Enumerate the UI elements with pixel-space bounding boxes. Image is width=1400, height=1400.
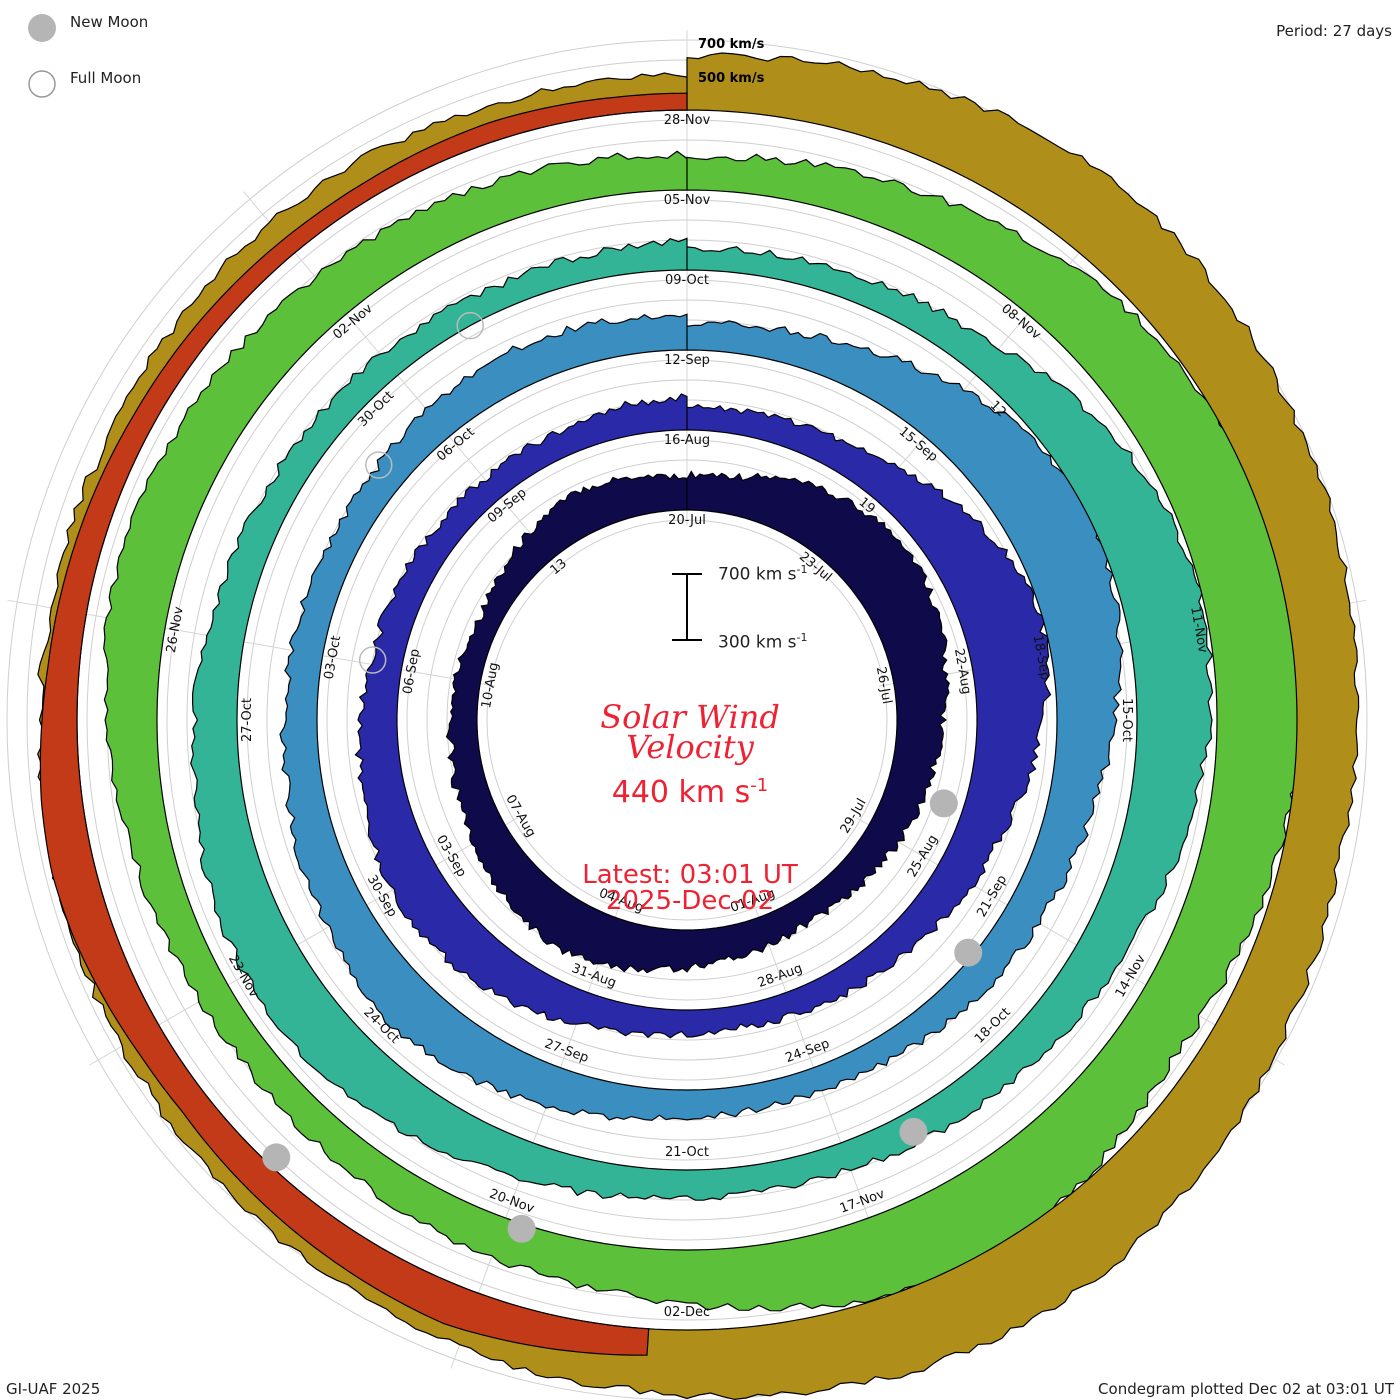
- legend-full-moon-label: Full Moon: [70, 69, 142, 87]
- grid-spoke: [450, 903, 621, 1369]
- latest-time: Latest: 03:01 UT: [582, 860, 798, 890]
- speed-ring-3: [279, 313, 1124, 1121]
- date-tick-label: 05-Nov: [664, 193, 711, 208]
- full-moon-marker: [456, 311, 484, 340]
- new-moon-marker: [899, 1117, 928, 1146]
- date-tick-label: 02-Dec: [664, 1305, 710, 1320]
- latest-date: 2025-Dec-02: [605, 886, 775, 916]
- scale-top-label: 700 km s-1: [718, 563, 808, 585]
- credit-label: GI-UAF 2025: [6, 1380, 101, 1398]
- date-tick-label: 16-Aug: [664, 433, 710, 448]
- date-tick-label: 24-Sep: [784, 1036, 832, 1066]
- speed-ring-5: [103, 150, 1307, 1312]
- plotted-timestamp: Condegram plotted Dec 02 at 03:01 UT: [1098, 1380, 1394, 1398]
- period-label: Period: 27 days: [1276, 22, 1392, 40]
- date-tick-label: 20-Nov: [487, 1187, 536, 1217]
- grid-spoke: [243, 191, 563, 571]
- grid-spoke: [811, 191, 1131, 571]
- speed-ring-2: [354, 393, 1052, 1039]
- new-moon-marker: [262, 1143, 291, 1172]
- scale-bar: [672, 573, 702, 641]
- date-tick-label: 28-Aug: [756, 961, 805, 991]
- grid-spoke: [7, 599, 496, 687]
- full-moon-legend-icon: [28, 70, 56, 98]
- date-tick-label: 09-Oct: [665, 273, 709, 288]
- grid-spoke: [89, 817, 519, 1066]
- date-tick-label: 20-Jul: [668, 513, 706, 528]
- new-moon-legend-icon: [28, 14, 56, 42]
- new-moon-marker: [954, 938, 983, 967]
- scale-bottom-label: 300 km s-1: [718, 631, 808, 653]
- full-moon-marker: [365, 451, 393, 479]
- date-tick-label: 27-Oct: [240, 698, 255, 742]
- date-tick-label: 26-Jul: [873, 666, 894, 706]
- ring-scale-label-upper: 700 km/s: [698, 37, 765, 52]
- current-velocity: 440 km s-1: [611, 775, 769, 810]
- date-tick-label: 27-Sep: [542, 1036, 590, 1066]
- date-tick-label: 21-Oct: [665, 1145, 709, 1160]
- full-moon-marker: [358, 646, 387, 674]
- chart-title-line2: Velocity: [626, 728, 754, 766]
- speed-rings: [37, 52, 1360, 1400]
- moon-markers: [262, 311, 983, 1243]
- ring-scale-label-lower: 500 km/s: [698, 71, 765, 86]
- new-moon-marker: [507, 1214, 536, 1243]
- date-tick-label: 17-Nov: [838, 1186, 887, 1216]
- speed-ring-1: [445, 470, 950, 974]
- new-moon-marker: [929, 789, 958, 818]
- speed-ring-latest: [39, 92, 688, 1356]
- grid-spoke: [855, 817, 1285, 1066]
- legend-new-moon-label: New Moon: [70, 13, 149, 31]
- date-tick-label: 15-Oct: [1119, 698, 1134, 742]
- chart-title-line1: Solar Wind: [600, 698, 780, 736]
- speed-ring-4: [190, 237, 1214, 1201]
- date-tick-label: 12-Sep: [664, 353, 710, 368]
- date-tick-label: 28-Nov: [664, 113, 711, 128]
